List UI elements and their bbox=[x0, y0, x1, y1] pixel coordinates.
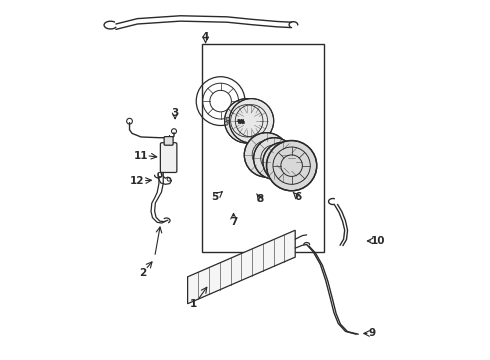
Bar bbox=[202, 44, 324, 252]
Text: 1: 1 bbox=[189, 299, 196, 309]
Circle shape bbox=[254, 138, 295, 179]
Text: 3: 3 bbox=[172, 108, 179, 118]
Text: 11: 11 bbox=[134, 150, 148, 161]
Circle shape bbox=[224, 122, 228, 125]
Text: 5: 5 bbox=[211, 192, 218, 202]
Text: 4: 4 bbox=[202, 32, 209, 41]
Text: 9: 9 bbox=[369, 328, 376, 338]
FancyBboxPatch shape bbox=[164, 136, 173, 145]
Text: 8: 8 bbox=[257, 194, 264, 204]
Text: 10: 10 bbox=[370, 236, 385, 246]
Circle shape bbox=[263, 142, 302, 182]
Text: 12: 12 bbox=[129, 176, 144, 186]
Polygon shape bbox=[188, 230, 295, 304]
Text: 7: 7 bbox=[230, 217, 237, 227]
FancyBboxPatch shape bbox=[160, 143, 177, 172]
Text: 2: 2 bbox=[139, 267, 147, 278]
Circle shape bbox=[224, 99, 269, 143]
Text: 6: 6 bbox=[294, 192, 301, 202]
Circle shape bbox=[245, 133, 289, 177]
Circle shape bbox=[226, 117, 230, 121]
Circle shape bbox=[267, 140, 317, 191]
Circle shape bbox=[229, 99, 274, 143]
